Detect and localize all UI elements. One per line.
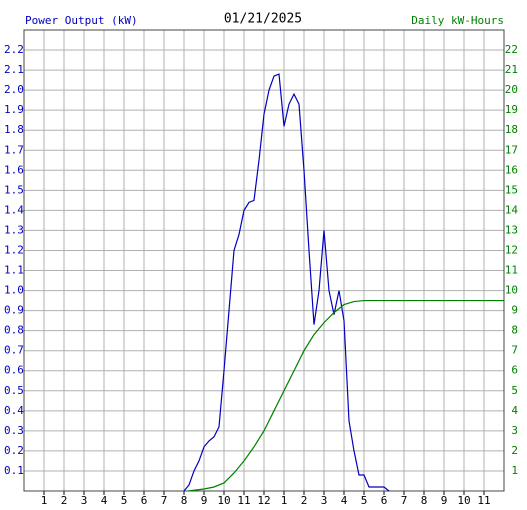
y-tick-label: 2.1	[4, 63, 24, 76]
y-tick-label: 1.8	[4, 123, 24, 136]
y2-axis-label: Daily kW-Hours	[411, 14, 504, 27]
y-tick-label: 0.2	[4, 444, 24, 457]
y-tick-label: 0.6	[4, 364, 24, 377]
y-tick-label: 1.1	[4, 264, 24, 277]
data-line	[187, 299, 504, 492]
y2-tick-label: 17	[505, 143, 518, 156]
y-tick-label: 0.5	[4, 384, 24, 397]
y2-tick-label: 8	[511, 324, 518, 337]
y2-tick-label: 3	[511, 424, 518, 437]
y-tick-label: 1.6	[4, 163, 24, 176]
y-tick-label: 2.0	[4, 83, 24, 96]
y2-tick-label: 10	[505, 284, 518, 297]
y-tick-label: 0.3	[4, 424, 24, 437]
y2-tick-label: 2	[511, 444, 518, 457]
y2-tick-label: 6	[511, 364, 518, 377]
x-tick-label: 6	[141, 494, 148, 507]
y-tick-label: 1.3	[4, 223, 24, 236]
x-tick-label: 1	[281, 494, 288, 507]
y2-tick-label: 22	[505, 43, 518, 56]
y-tick-label: 0.9	[4, 304, 24, 317]
y2-tick-label: 15	[505, 183, 518, 196]
x-tick-label: 11	[477, 494, 490, 507]
y-tick-label: 1.7	[4, 143, 24, 156]
x-tick-label: 7	[401, 494, 408, 507]
y-axis-label: Power Output (kW)	[25, 14, 138, 27]
x-tick-label: 12	[257, 494, 270, 507]
y-tick-label: 1.4	[4, 203, 24, 216]
x-tick-label: 7	[161, 494, 168, 507]
x-tick-label: 1	[41, 494, 48, 507]
y2-tick-label: 20	[505, 83, 518, 96]
y-tick-label: 2.2	[4, 43, 24, 56]
x-tick-label: 10	[457, 494, 470, 507]
chart-title: 01/21/2025	[224, 12, 302, 27]
x-tick-label: 4	[341, 494, 348, 507]
x-tick-label: 8	[181, 494, 188, 507]
x-tick-label: 8	[421, 494, 428, 507]
x-tick-label: 5	[361, 494, 368, 507]
x-tick-label: 5	[121, 494, 128, 507]
data-line	[183, 73, 390, 492]
y-tick-label: 1.2	[4, 243, 24, 256]
y-tick-label: 0.1	[4, 464, 24, 477]
x-tick-label: 6	[381, 494, 388, 507]
x-tick-label: 9	[201, 494, 208, 507]
plot-border	[23, 29, 505, 492]
y2-tick-label: 1	[511, 464, 518, 477]
y2-tick-label: 4	[511, 404, 518, 417]
y2-tick-label: 14	[505, 203, 519, 216]
y2-tick-label: 7	[511, 344, 518, 357]
y2-tick-label: 13	[505, 223, 518, 236]
y-tick-label: 1.0	[4, 284, 24, 297]
y2-tick-label: 5	[511, 384, 518, 397]
x-tick-label: 3	[321, 494, 328, 507]
x-tick-label: 2	[61, 494, 68, 507]
x-tick-label: 11	[237, 494, 250, 507]
y-tick-label: 0.7	[4, 344, 24, 357]
x-tick-label: 4	[101, 494, 108, 507]
y2-tick-label: 9	[511, 304, 518, 317]
y2-tick-label: 21	[505, 63, 518, 76]
y2-tick-label: 16	[505, 163, 518, 176]
y2-tick-label: 11	[505, 264, 518, 277]
x-tick-label: 2	[301, 494, 308, 507]
y2-tick-label: 12	[505, 243, 518, 256]
y-tick-label: 1.5	[4, 183, 24, 196]
x-tick-label: 3	[81, 494, 88, 507]
x-tick-label: 10	[217, 494, 230, 507]
y2-tick-label: 19	[505, 103, 518, 116]
y2-tick-label: 18	[505, 123, 518, 136]
y-tick-label: 0.4	[4, 404, 24, 417]
y-tick-label: 0.8	[4, 324, 24, 337]
y-tick-label: 1.9	[4, 103, 24, 116]
x-tick-label: 9	[441, 494, 448, 507]
